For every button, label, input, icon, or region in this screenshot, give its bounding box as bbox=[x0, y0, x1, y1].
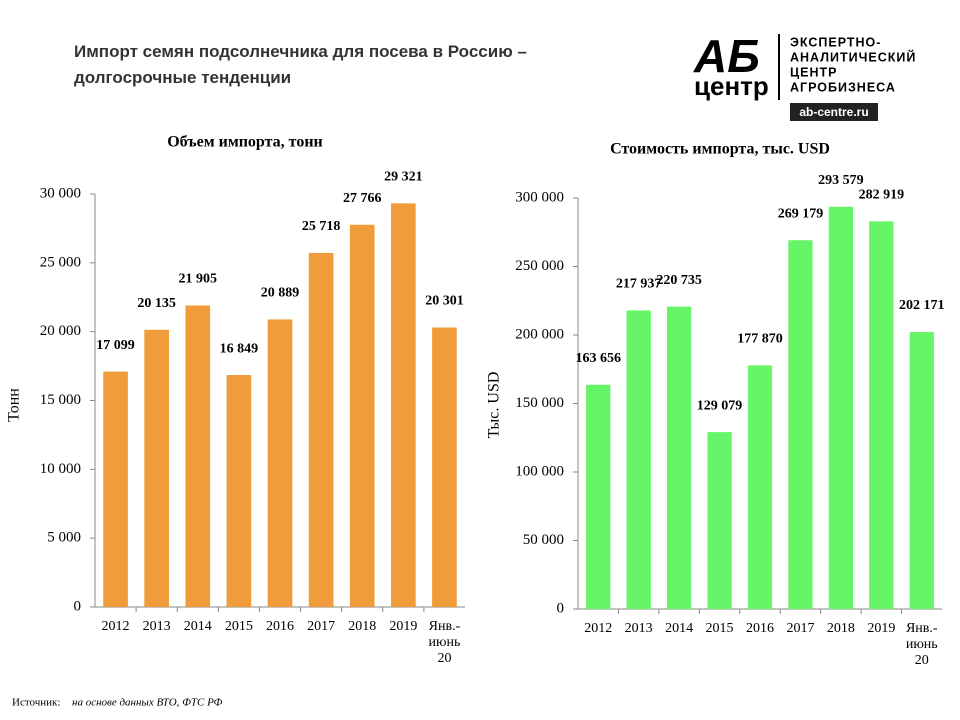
x-tick-label: 2016 bbox=[746, 621, 774, 636]
title-line: долгосрочные тенденции bbox=[74, 68, 292, 87]
chart-title: Стоимость импорта, тыс. USD bbox=[610, 141, 830, 158]
y-tick-label: 0 bbox=[557, 600, 565, 616]
value-label: 21 905 bbox=[179, 272, 218, 287]
value-label: 20 889 bbox=[261, 286, 300, 301]
x-tick-label: 2015 bbox=[224, 619, 253, 634]
value-label: 17 099 bbox=[96, 338, 135, 353]
value-label: 129 079 bbox=[697, 398, 743, 413]
logo-text: ЦЕНТР bbox=[790, 65, 837, 79]
x-tick-label: 2019 bbox=[867, 621, 896, 636]
x-tick-label: Янв.-июнь 20 bbox=[905, 621, 938, 668]
x-tick-label: 2014 bbox=[665, 621, 694, 636]
y-tick-label: 25 000 bbox=[40, 254, 81, 270]
value-label: 29 321 bbox=[384, 170, 423, 185]
value-label: 282 919 bbox=[859, 188, 905, 203]
logo-url: ab-centre.ru bbox=[799, 105, 868, 119]
y-tick-label: 200 000 bbox=[515, 326, 564, 342]
chart-title: Объем импорта, тонн bbox=[167, 134, 323, 151]
y-tick-label: 150 000 bbox=[515, 395, 564, 411]
bar bbox=[707, 432, 732, 609]
value-label: 163 656 bbox=[575, 351, 621, 366]
value-label: 269 179 bbox=[778, 206, 824, 221]
value-label: 293 579 bbox=[818, 173, 864, 188]
bar bbox=[626, 310, 651, 609]
bar bbox=[308, 252, 334, 608]
value-label: 202 171 bbox=[899, 298, 945, 313]
value-label: 220 735 bbox=[656, 273, 702, 288]
bar bbox=[869, 221, 894, 609]
x-tick-label: 2017 bbox=[307, 619, 336, 634]
x-tick-label: 2017 bbox=[786, 621, 815, 636]
bar bbox=[828, 206, 854, 610]
logo-text: АНАЛИТИЧЕСКИЙ bbox=[790, 49, 916, 64]
value-label: 27 766 bbox=[343, 191, 382, 206]
bar bbox=[144, 329, 169, 607]
bar bbox=[747, 365, 773, 609]
x-tick-label: 2013 bbox=[142, 619, 171, 634]
source-label: Источник: bbox=[12, 697, 60, 709]
bar bbox=[349, 224, 375, 607]
value-label: 16 849 bbox=[220, 341, 259, 356]
x-tick-label: 2012 bbox=[584, 621, 613, 636]
bar bbox=[788, 240, 813, 609]
value-label: 25 718 bbox=[302, 219, 341, 234]
y-tick-label: 50 000 bbox=[523, 532, 564, 548]
logo-text: АГРОБИЗНЕСА bbox=[790, 80, 896, 94]
x-tick-label: 2019 bbox=[389, 619, 418, 634]
title-line: Импорт семян подсолнечника для посева в … bbox=[74, 42, 527, 61]
bar bbox=[267, 319, 293, 607]
bar bbox=[391, 203, 416, 607]
bar bbox=[909, 332, 934, 609]
y-tick-label: 15 000 bbox=[40, 392, 81, 408]
x-tick-label: 2018 bbox=[826, 621, 855, 636]
value-label: 20 301 bbox=[425, 294, 464, 309]
x-tick-label: 2013 bbox=[624, 621, 653, 636]
logo-text: ЭКСПЕРТНО- bbox=[790, 35, 881, 49]
source-text: на основе данных ВТО, ФТС РФ bbox=[72, 697, 222, 709]
y-tick-label: 100 000 bbox=[515, 463, 564, 479]
x-tick-label: Янв.-июнь 20 bbox=[428, 619, 461, 666]
value-label: 217 937 bbox=[616, 277, 662, 292]
x-tick-label: 2012 bbox=[101, 619, 130, 634]
x-tick-label: 2014 bbox=[183, 619, 212, 634]
y-tick-label: 5 000 bbox=[47, 530, 81, 546]
y-tick-label: 20 000 bbox=[40, 323, 81, 339]
bar bbox=[666, 306, 692, 609]
value-label: 177 870 bbox=[737, 332, 783, 347]
y-tick-label: 30 000 bbox=[40, 185, 81, 201]
y-tick-label: 0 bbox=[74, 598, 82, 614]
x-tick-label: 2015 bbox=[705, 621, 734, 636]
y-tick-label: 250 000 bbox=[515, 258, 564, 274]
logo-mark: АБ bbox=[693, 30, 760, 82]
bar bbox=[226, 375, 252, 607]
x-tick-label: 2018 bbox=[348, 619, 377, 634]
bar bbox=[586, 384, 611, 609]
y-tick-label: 300 000 bbox=[515, 189, 564, 205]
y-axis-label: Тыс. USD bbox=[486, 372, 503, 439]
bar bbox=[185, 305, 211, 607]
y-axis-label: Тонн bbox=[6, 388, 23, 422]
y-tick-label: 10 000 bbox=[40, 461, 81, 477]
logo-sub: центр bbox=[694, 71, 769, 101]
logo-url-bg bbox=[790, 103, 878, 121]
bar bbox=[103, 371, 128, 607]
value-label: 20 135 bbox=[137, 296, 176, 311]
x-tick-label: 2016 bbox=[266, 619, 294, 634]
bar bbox=[432, 327, 457, 607]
